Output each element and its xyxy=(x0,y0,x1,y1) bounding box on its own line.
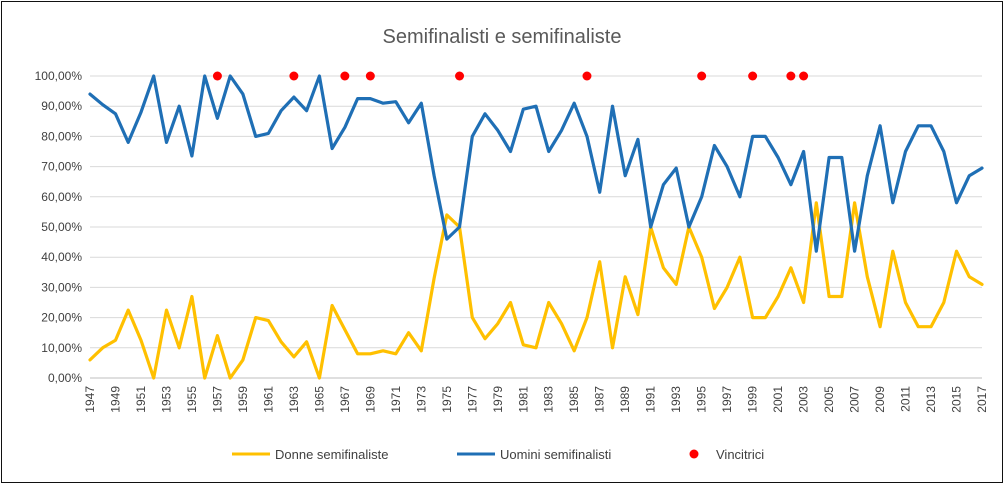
x-axis-ticks: 1947 1949 1951 1953 1955 1957 1959 1961 1963 1965… xyxy=(83,386,989,413)
x-tick-label: 1993 xyxy=(669,386,683,413)
x-tick-label: 1975 xyxy=(440,386,454,413)
x-tick-label: 1963 xyxy=(287,386,301,413)
winner-marker xyxy=(786,71,796,81)
legend: Donne semifinaliste Uomini semifinalisti… xyxy=(232,447,764,462)
x-tick-label: 1971 xyxy=(389,386,403,413)
y-tick-label: 10,00% xyxy=(41,341,82,355)
x-tick-label: 1957 xyxy=(210,386,224,413)
x-tick-label: 1981 xyxy=(516,386,530,413)
x-tick-label: 2001 xyxy=(771,386,785,413)
x-tick-label: 1983 xyxy=(542,386,556,413)
winner-marker xyxy=(455,71,465,81)
y-tick-label: 70,00% xyxy=(41,160,82,174)
winner-marker xyxy=(212,71,222,81)
y-tick-label: 60,00% xyxy=(41,190,82,204)
x-tick-label: 1995 xyxy=(695,386,709,413)
winner-marker xyxy=(340,71,350,81)
x-tick-label: 1997 xyxy=(720,386,734,413)
series-line-uomini xyxy=(88,74,984,253)
x-tick-label: 2013 xyxy=(924,386,938,413)
winner-marker xyxy=(748,71,758,81)
x-tick-label: 2009 xyxy=(873,386,887,413)
legend-label-vincitrici: Vincitrici xyxy=(716,447,764,462)
x-tick-label: 2011 xyxy=(899,386,913,412)
x-tick-label: 1949 xyxy=(108,386,122,413)
x-tick-label: 1953 xyxy=(159,386,173,413)
winner-markers xyxy=(212,71,809,81)
series-line-donne xyxy=(88,201,984,380)
x-tick-label: 1967 xyxy=(338,386,352,413)
winner-marker xyxy=(582,71,592,81)
x-tick-label: 1985 xyxy=(567,386,581,413)
y-tick-label: 40,00% xyxy=(41,250,82,264)
x-tick-label: 1977 xyxy=(465,386,479,413)
x-tick-label: 2017 xyxy=(975,386,989,413)
y-tick-label: 90,00% xyxy=(41,99,82,113)
winner-marker xyxy=(289,71,299,81)
x-tick-label: 1969 xyxy=(363,386,377,413)
y-tick-label: 50,00% xyxy=(41,220,82,234)
x-tick-label: 1987 xyxy=(593,386,607,413)
x-tick-label: 2003 xyxy=(797,386,811,413)
winner-marker xyxy=(799,71,809,81)
legend-label-donne: Donne semifinaliste xyxy=(275,447,388,462)
x-tick-label: 2005 xyxy=(822,386,836,413)
y-tick-label: 20,00% xyxy=(41,311,82,325)
x-tick-label: 1965 xyxy=(312,386,326,413)
x-tick-label: 1961 xyxy=(261,386,275,413)
winner-marker xyxy=(365,71,375,81)
chart-title: Semifinalisti e semifinaliste xyxy=(383,26,622,48)
x-tick-label: 2007 xyxy=(848,386,862,413)
legend-swatch-vincitrici xyxy=(689,449,699,459)
x-tick-label: 1955 xyxy=(185,386,199,413)
x-tick-label: 1999 xyxy=(746,386,760,413)
x-tick-label: 1951 xyxy=(134,386,148,413)
y-tick-label: 30,00% xyxy=(41,280,82,294)
x-tick-label: 1959 xyxy=(236,386,250,413)
x-tick-label: 1991 xyxy=(644,386,658,413)
y-axis-ticks: 0,00% 10,00% 20,00% 30,00% 40,00% 50,00% 60,00… xyxy=(35,69,83,385)
x-tick-label: 1989 xyxy=(618,386,632,413)
winner-marker xyxy=(697,71,707,81)
series-lines xyxy=(88,74,984,380)
x-tick-label: 1973 xyxy=(414,386,428,413)
x-tick-label: 1947 xyxy=(83,386,97,413)
y-tick-label: 0,00% xyxy=(48,371,82,385)
y-tick-label: 80,00% xyxy=(41,129,82,143)
y-tick-label: 100,00% xyxy=(35,69,83,83)
x-tick-label: 2015 xyxy=(950,386,964,413)
legend-label-uomini: Uomini semifinalisti xyxy=(500,447,611,462)
x-tick-label: 1979 xyxy=(491,386,505,413)
